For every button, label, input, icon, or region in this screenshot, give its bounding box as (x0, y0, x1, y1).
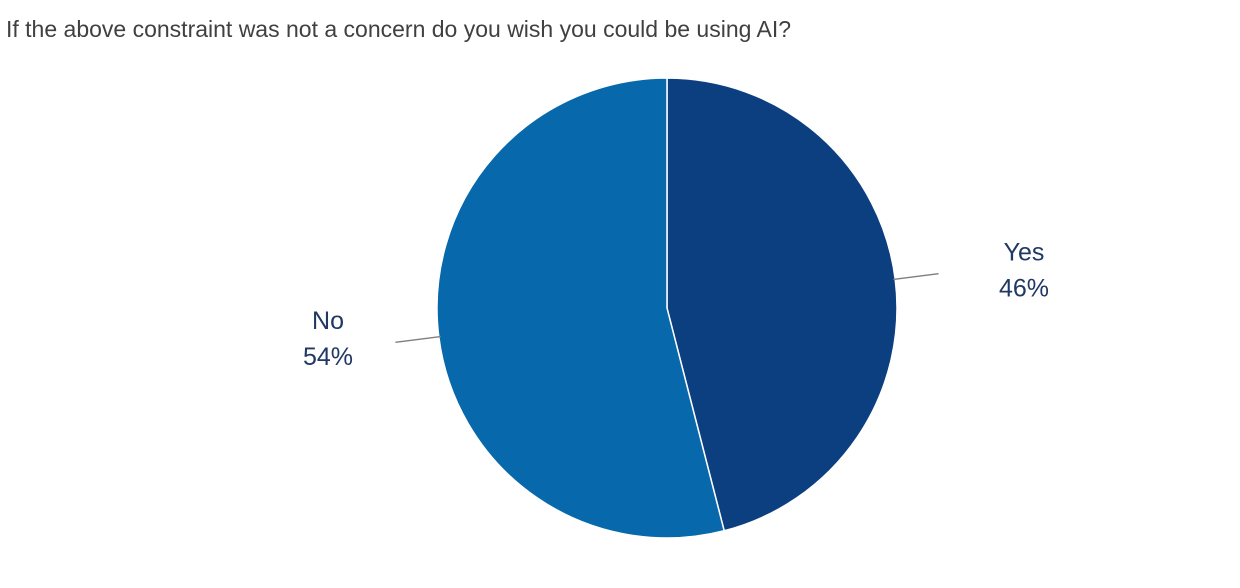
leader-line (893, 273, 939, 281)
data-label-value: 54% (303, 343, 353, 371)
data-label-category: Yes (1004, 238, 1045, 266)
data-label-value: 46% (999, 274, 1049, 302)
data-label-category: No (312, 307, 344, 335)
leader-line (395, 335, 441, 343)
chart-title: If the above constraint was not a concer… (6, 16, 791, 42)
